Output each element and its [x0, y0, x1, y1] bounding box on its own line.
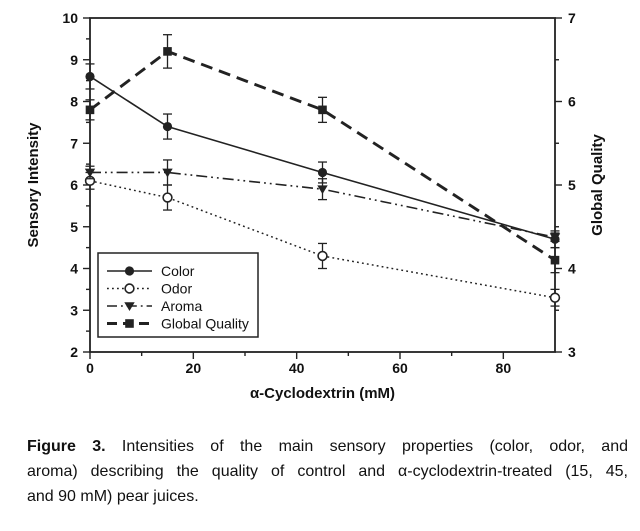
legend-entry-aroma: Aroma — [107, 298, 202, 314]
legend-entry-odor: Odor — [107, 281, 192, 297]
data-point-marker — [549, 292, 561, 303]
data-point-marker — [124, 266, 135, 276]
caption-line-1-text: Intensities of the main sensory properti… — [121, 438, 628, 455]
x-tick-label: 20 — [186, 360, 202, 376]
y-right-axis-title: Global Quality — [589, 134, 606, 236]
sensory-intensity-chart: 2 3 4 5 6 7 8 9 10 3 4 5 6 7 0 20 40 60 80 Sensory Intensit… — [0, 0, 640, 420]
y-left-tick-label: 5 — [70, 219, 78, 235]
y-left-axis-title: Sensory Intensity — [25, 122, 42, 248]
data-point-marker — [85, 105, 95, 115]
axes — [83, 17, 562, 359]
legend-label: Color — [161, 263, 195, 279]
y-right-tick-label: 7 — [568, 10, 576, 26]
x-axis-title: α-Cyclodextrin (mM) — [250, 385, 395, 402]
y-left-tick-label: 7 — [70, 135, 78, 151]
data-point-marker — [125, 319, 134, 328]
data-point-marker — [85, 71, 95, 82]
data-point-marker — [317, 185, 328, 195]
data-point-marker — [162, 168, 173, 178]
data-point-marker — [550, 255, 560, 265]
data-point-marker — [162, 192, 173, 203]
legend-entry-color: Color — [107, 263, 195, 279]
y-left-tick-label: 2 — [70, 344, 78, 360]
caption-line-3: and 90 mM) pear juices. — [27, 488, 199, 505]
series-line-aroma — [90, 171, 556, 238]
chart-background — [0, 0, 640, 420]
y-left-tick-label: 8 — [70, 94, 78, 110]
data-point-marker — [550, 234, 560, 244]
data-point-marker — [124, 283, 135, 294]
legend-label: Odor — [161, 281, 192, 297]
series-line-color — [89, 75, 556, 241]
y-left-tick-label: 3 — [70, 302, 78, 318]
data-point-marker — [317, 250, 328, 262]
y-right-tick-label: 6 — [568, 94, 576, 110]
y-left-tick-label: 4 — [70, 261, 78, 277]
y-left-tick-label: 6 — [70, 177, 78, 193]
caption-line-1: Figure 3. Intensities of the main sensor… — [27, 434, 628, 459]
legend-entry-global-quality: Global Quality — [107, 316, 249, 332]
x-tick-label: 60 — [392, 360, 408, 376]
y-left-tick-label: 10 — [62, 10, 78, 26]
data-point-marker — [318, 105, 327, 115]
series-color — [85, 63, 560, 249]
series-line-global-quality — [89, 49, 556, 262]
figure-caption: Figure 3. Intensities of the main sensor… — [27, 434, 628, 509]
y-left-tick-label: 9 — [70, 52, 78, 68]
data-point-marker — [317, 167, 328, 178]
caption-figure-label: Figure 3. — [27, 438, 106, 455]
data-point-marker — [163, 47, 172, 56]
y-right-tick-label: 5 — [568, 177, 576, 193]
x-tick-label: 80 — [496, 360, 512, 376]
legend-label: Global Quality — [161, 316, 249, 332]
caption-line-2: aroma) describing the quality of control… — [27, 463, 628, 480]
x-tick-label: 0 — [86, 360, 94, 376]
data-point-marker — [162, 121, 173, 132]
x-tick-label: 40 — [289, 360, 305, 376]
chart-canvas: 2 3 4 5 6 7 8 9 10 3 4 5 6 7 0 20 40 60 80 Sensory Intensit… — [0, 0, 640, 420]
y-right-tick-label: 4 — [568, 261, 576, 277]
legend-label: Aroma — [161, 298, 202, 314]
data-point-marker — [124, 302, 135, 311]
y-right-tick-label: 3 — [568, 344, 576, 360]
data-point-marker — [84, 168, 96, 178]
